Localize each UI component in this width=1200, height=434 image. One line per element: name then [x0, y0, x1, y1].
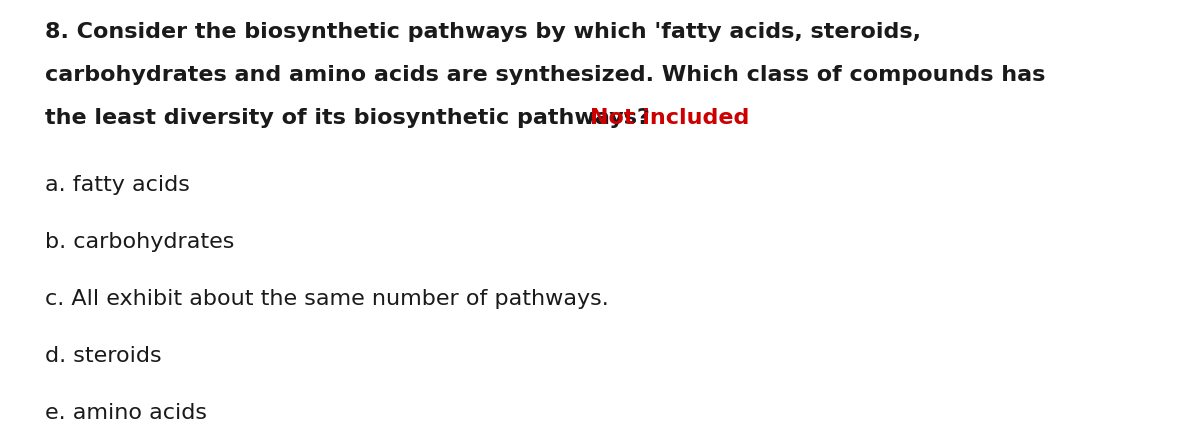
- Text: b. carbohydrates: b. carbohydrates: [46, 231, 234, 251]
- Text: d. steroids: d. steroids: [46, 345, 162, 365]
- Text: 8. Consider the biosynthetic pathways by which 'fatty acids, steroids,: 8. Consider the biosynthetic pathways by…: [46, 22, 922, 42]
- Text: carbohydrates and amino acids are synthesized. Which class of compounds has: carbohydrates and amino acids are synthe…: [46, 65, 1045, 85]
- Text: Not included: Not included: [590, 108, 749, 128]
- Text: a. fatty acids: a. fatty acids: [46, 174, 190, 194]
- Text: e. amino acids: e. amino acids: [46, 402, 208, 422]
- Text: the least diversity of its biosynthetic pathways?: the least diversity of its biosynthetic …: [46, 108, 650, 128]
- Text: c. All exhibit about the same number of pathways.: c. All exhibit about the same number of …: [46, 288, 608, 308]
